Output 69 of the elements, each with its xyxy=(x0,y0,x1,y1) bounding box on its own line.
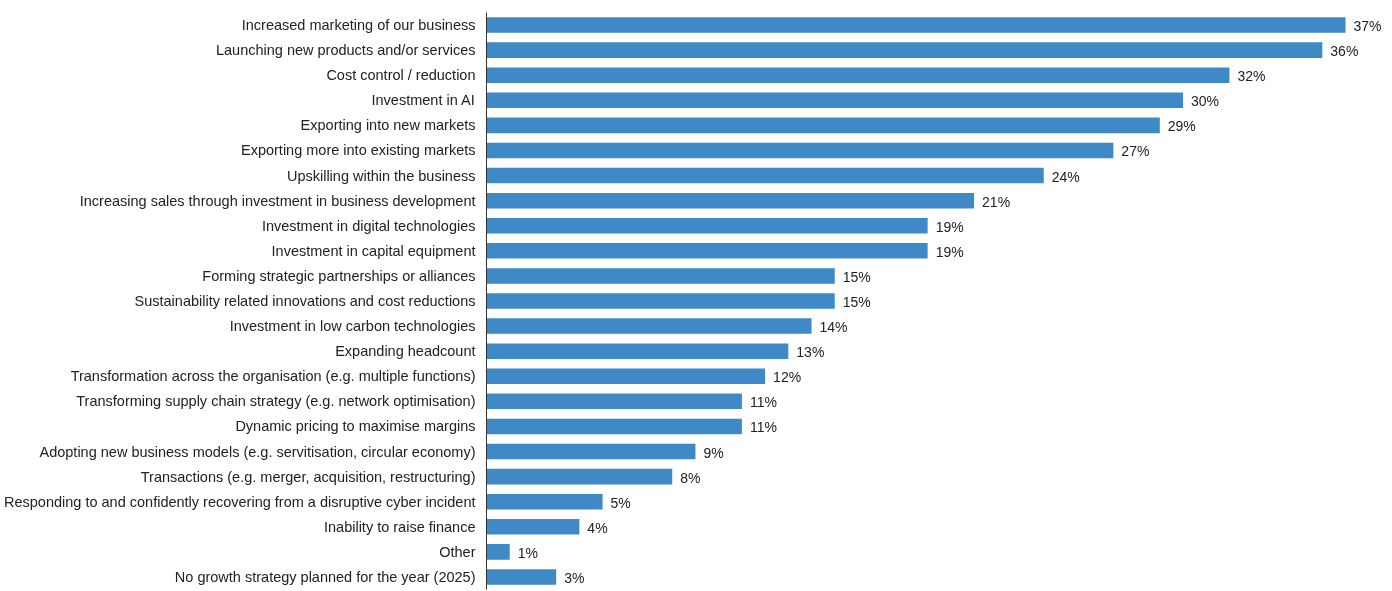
y-tick-label: Other xyxy=(439,543,476,560)
data-label: 27% xyxy=(1121,143,1150,160)
bar xyxy=(486,318,812,334)
y-tick-label: Adopting new business models (e.g. servitisation, circular economy) xyxy=(39,443,476,460)
bar xyxy=(486,368,766,385)
data-label: 19% xyxy=(935,218,964,235)
bar xyxy=(486,418,742,435)
y-tick-label: Dynamic pricing to maximise margins xyxy=(235,418,476,435)
data-label: 32% xyxy=(1237,68,1266,85)
data-label: 3% xyxy=(564,569,585,586)
bar xyxy=(486,519,580,535)
data-label: 8% xyxy=(680,469,701,486)
bar xyxy=(486,569,557,585)
data-label: 15% xyxy=(842,268,871,285)
y-tick-label: Exporting into new markets xyxy=(300,117,476,134)
y-tick-label: Increased marketing of our business xyxy=(241,17,476,34)
data-label: 14% xyxy=(819,319,848,336)
data-label: 1% xyxy=(517,544,538,561)
y-tick-label: No growth strategy planned for the year (2025) xyxy=(174,568,476,585)
bar xyxy=(486,192,975,209)
data-label: 21% xyxy=(982,193,1011,210)
bar xyxy=(486,493,603,510)
bar xyxy=(486,268,835,284)
data-label: 11% xyxy=(749,394,777,411)
y-tick-label: Sustainability related innovations and cost reductions xyxy=(134,293,476,309)
data-label: 36% xyxy=(1330,43,1359,60)
data-label: 29% xyxy=(1167,118,1196,135)
bar xyxy=(486,117,1160,134)
bar xyxy=(486,17,1346,33)
bar xyxy=(486,443,696,460)
data-label: 9% xyxy=(703,444,724,461)
y-tick-label: Expanding headcount xyxy=(335,343,476,360)
data-label: 30% xyxy=(1191,93,1220,110)
y-tick-label: Cost control / reduction xyxy=(326,67,476,84)
y-tick-label: Investment in AI xyxy=(371,92,475,109)
bar xyxy=(486,343,789,359)
y-tick-label: Investment in digital technologies xyxy=(261,217,476,234)
data-label: 15% xyxy=(842,294,871,310)
y-tick-label: Investment in low carbon technologies xyxy=(229,318,476,335)
y-tick-label: Investment in capital equipment xyxy=(271,242,476,259)
bar xyxy=(486,92,1184,109)
bar xyxy=(486,42,1323,58)
y-tick-label: Launching new products and/or services xyxy=(215,42,476,59)
data-label: 11% xyxy=(749,419,777,436)
y-tick-label: Responding to and confidently recovering from a disruptive cyber incident xyxy=(3,493,476,510)
bar xyxy=(486,468,673,485)
bar xyxy=(486,243,928,259)
data-label: 5% xyxy=(610,494,631,511)
bar xyxy=(486,393,742,410)
y-tick-label: Exporting more into existing markets xyxy=(240,142,476,159)
y-tick-label: Transforming supply chain strategy (e.g. network optimisation) xyxy=(76,393,476,410)
bar xyxy=(486,167,1044,184)
bar xyxy=(486,544,510,560)
y-tick-label: Inability to raise finance xyxy=(323,518,476,535)
data-label: 37% xyxy=(1353,18,1382,35)
y-tick-label: Upskilling within the business xyxy=(286,167,476,184)
data-label: 24% xyxy=(1051,168,1080,185)
y-tick-label: Transactions (e.g. merger, acquisition, restructuring) xyxy=(140,468,476,485)
data-label: 19% xyxy=(935,243,964,260)
y-tick-label: Forming strategic partnerships or alliances xyxy=(202,267,476,284)
bar xyxy=(486,142,1114,159)
y-tick-label: Transformation across the organisation (e.g. multiple functions) xyxy=(70,368,476,385)
bar xyxy=(486,293,835,309)
data-label: 4% xyxy=(587,519,608,536)
data-label: 13% xyxy=(796,344,825,361)
bar xyxy=(486,67,1230,83)
bar xyxy=(486,217,928,234)
y-tick-label: Increasing sales through investment in business development xyxy=(79,192,476,209)
data-label: 12% xyxy=(773,369,802,386)
